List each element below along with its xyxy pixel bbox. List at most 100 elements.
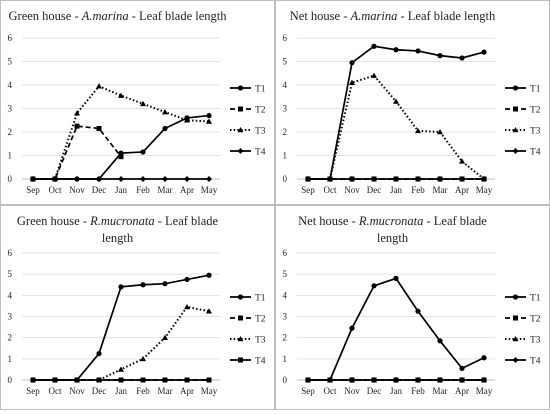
chart-title-part: - Leaf blade — [423, 214, 487, 228]
legend-marker-T1 — [512, 85, 519, 91]
data-point-T4 — [140, 176, 146, 182]
data-point-T4 — [437, 176, 443, 182]
data-point-T1 — [206, 272, 212, 278]
legend-label-T3: T3 — [530, 127, 541, 137]
legend-label-T2: T2 — [530, 106, 541, 116]
y-tick-label: 1 — [8, 354, 13, 364]
x-tick-label: Apr — [455, 185, 469, 195]
legend-label-T1: T1 — [530, 85, 541, 95]
series-T3 — [30, 303, 212, 383]
x-tick-label: Sep — [301, 386, 315, 396]
y-tick-label: 6 — [8, 33, 13, 43]
x-tick-label: May — [201, 185, 218, 195]
chart-title-part: - Leaf blade length — [397, 9, 496, 23]
y-tick-label: 1 — [283, 354, 288, 364]
data-point-T4 — [162, 377, 168, 383]
x-tick-label: May — [476, 185, 493, 195]
data-point-T1 — [349, 325, 355, 331]
x-tick-label: Oct — [324, 185, 337, 195]
data-point-T4 — [481, 377, 487, 383]
data-point-T3 — [162, 334, 168, 340]
chart-title: Net house - A.marina - Leaf blade length — [290, 9, 496, 23]
legend-label-T3: T3 — [255, 336, 266, 346]
data-point-T1 — [184, 276, 190, 283]
data-point-T1 — [415, 48, 421, 54]
data-point-T2 — [96, 125, 102, 131]
legend-label-T4: T4 — [530, 148, 541, 158]
x-tick-label: Apr — [180, 185, 194, 195]
data-point-T1 — [140, 149, 146, 155]
x-tick-label: Nov — [344, 185, 360, 195]
data-point-T1 — [481, 49, 487, 55]
legend-marker-T1 — [237, 294, 244, 300]
data-point-T4 — [184, 176, 190, 182]
x-tick-label: Nov — [344, 386, 360, 396]
chart-title-part: - Leaf blade length — [129, 9, 228, 23]
y-tick-label: 0 — [8, 174, 13, 184]
series-line-T1 — [308, 277, 485, 381]
data-point-T3 — [206, 308, 212, 314]
data-point-T4 — [371, 176, 377, 182]
data-point-T3 — [393, 98, 399, 104]
data-point-T3 — [437, 129, 443, 135]
panel-border — [275, 0, 550, 205]
data-point-T4 — [415, 377, 421, 383]
chart-panel-3: Green house - R.mucronata - Leaf blade le… — [0, 205, 275, 410]
chart-title-part: R.mucronata — [358, 214, 423, 228]
data-point-T4 — [459, 176, 465, 182]
data-point-T1 — [459, 365, 465, 371]
chart-title-part: A.marina — [81, 9, 129, 23]
y-tick-label: 4 — [8, 80, 13, 90]
data-point-T4 — [206, 377, 212, 383]
x-tick-label: Feb — [136, 386, 150, 396]
y-tick-label: 1 — [283, 151, 288, 161]
data-point-T3 — [140, 355, 146, 362]
chart-title-line2: length — [102, 231, 134, 245]
x-tick-label: Sep — [26, 185, 40, 195]
data-point-T1 — [162, 125, 168, 132]
legend-marker-T4 — [512, 148, 519, 154]
chart-title-part: - Leaf blade — [155, 214, 219, 228]
legend-marker-T2 — [513, 106, 518, 112]
chart-panel-1: Green house - A.marina - Leaf blade leng… — [0, 0, 275, 205]
data-point-T4 — [327, 176, 333, 182]
data-point-T1 — [162, 281, 168, 287]
data-point-T4 — [162, 176, 168, 182]
data-point-T1 — [481, 355, 487, 361]
data-point-T3 — [415, 127, 421, 134]
x-tick-label: Sep — [26, 386, 40, 396]
x-tick-label: Feb — [411, 386, 425, 396]
y-tick-label: 4 — [283, 80, 288, 90]
x-tick-label: Nov — [69, 386, 85, 396]
data-point-T1 — [393, 275, 399, 281]
data-point-T4 — [349, 176, 355, 182]
y-tick-label: 5 — [8, 57, 13, 67]
data-point-T4 — [52, 377, 58, 383]
data-point-T4 — [459, 377, 465, 383]
chart-panel-2: Net house - A.marina - Leaf blade length… — [275, 0, 550, 205]
x-tick-label: Dec — [367, 386, 382, 396]
legend-label-T2: T2 — [530, 315, 541, 325]
y-tick-label: 2 — [8, 127, 13, 137]
chart-title-part: Net house - — [298, 214, 359, 228]
y-tick-label: 5 — [283, 57, 288, 67]
legend-marker-T4 — [238, 357, 243, 363]
data-point-T1 — [118, 284, 124, 290]
legend-label-T2: T2 — [255, 315, 266, 325]
legend-marker-T4 — [512, 357, 519, 363]
data-point-T4 — [118, 176, 124, 182]
x-tick-label: Apr — [455, 386, 469, 396]
legend-label-T4: T4 — [255, 148, 266, 158]
y-tick-label: 2 — [283, 127, 288, 137]
y-tick-label: 6 — [283, 33, 288, 43]
data-point-T3 — [140, 100, 146, 107]
series-T4 — [305, 176, 487, 182]
y-tick-label: 6 — [8, 248, 13, 258]
data-point-T4 — [393, 377, 399, 383]
x-tick-label: Apr — [180, 386, 194, 396]
chart-title-part: A.marina — [350, 9, 398, 23]
data-point-T3 — [162, 109, 168, 115]
legend-label-T1: T1 — [255, 85, 266, 95]
legend-marker-T4 — [237, 148, 244, 154]
